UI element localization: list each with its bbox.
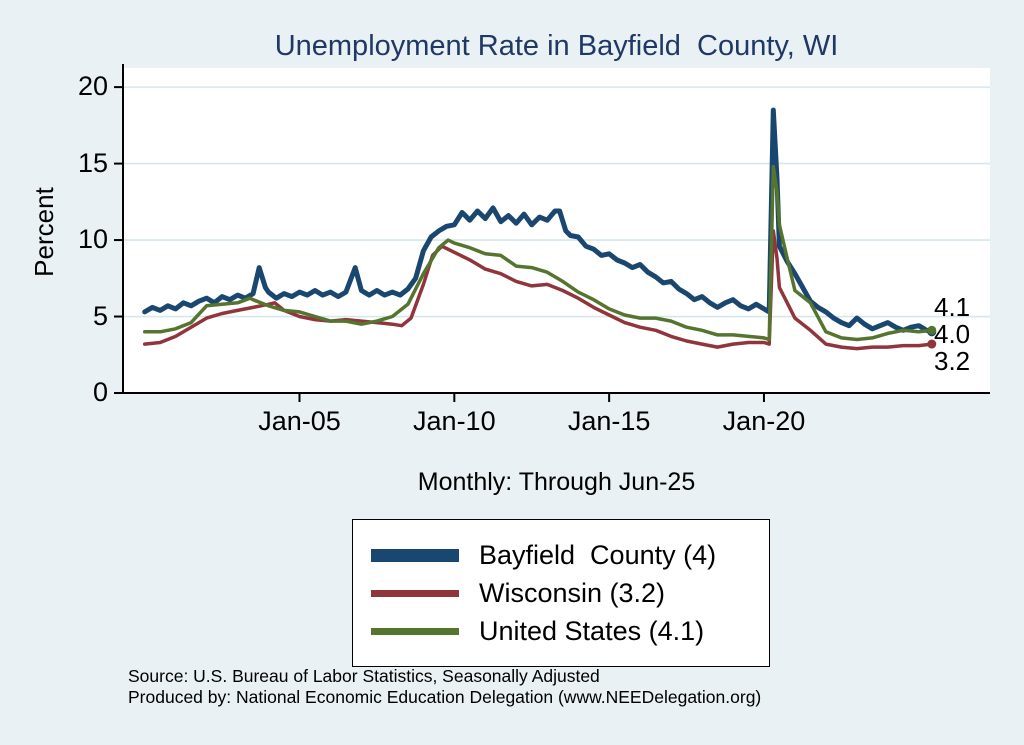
bayfield-county-line-swatch [371,548,459,562]
plot-background [123,68,990,393]
series-end-marker-wisconsin-3-2 [927,339,937,349]
y-tick-label: 5 [92,300,108,331]
y-tick-label: 15 [77,147,108,178]
chart-title: Unemployment Rate in Bayfield County, WI [274,30,839,62]
x-tick-label: Jan-20 [722,406,806,436]
y-tick-label: 0 [92,377,108,407]
x-tick-label: Jan-10 [413,406,496,436]
series-line-united-states-4-1 [142,164,934,342]
united-states-line-swatch [371,627,459,635]
source-note: Source: U.S. Bureau of Labor Statistics,… [128,666,600,686]
end-label-united-states: 4.1 [934,292,971,322]
legend-row-wisconsin: Wisconsin (3.2) [371,574,769,612]
produced-by-note: Produced by: National Economic Education… [128,687,762,708]
x-tick-label: Jan-15 [567,406,651,436]
end-label-bayfield-county: 4.0 [934,319,971,349]
x-tick-label: Jan-05 [258,406,341,436]
legend: Bayfield County (4) Wisconsin (3.2) Unit… [352,519,770,667]
chart-subtitle: Monthly: Through Jun-25 [417,468,696,496]
series-line-bayfield-county-4 [142,107,935,335]
legend-label-wisconsin: Wisconsin (3.2) [479,577,666,608]
end-label-wisconsin: 3.2 [934,346,971,376]
source-notes: Source: U.S. Bureau of Labor Statistics,… [128,666,761,709]
series-end-marker-united-states-4-1 [927,325,937,335]
legend-row-bayfield-county: Bayfield County (4) [371,536,769,574]
legend-label-bayfield-county: Bayfield County (4) [479,539,717,570]
legend-row-united-states: United States (4.1) [371,612,769,650]
wisconsin-line-swatch [371,589,459,597]
y-tick-label: 20 [77,71,108,102]
legend-label-united-states: United States (4.1) [479,615,705,646]
y-tick-label: 10 [77,224,108,255]
